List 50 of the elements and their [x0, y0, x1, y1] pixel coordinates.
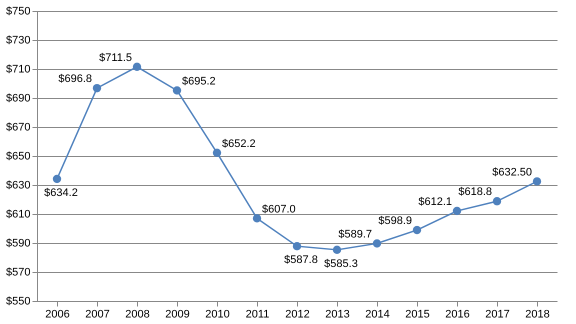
- x-tick-label: 2018: [525, 308, 550, 320]
- point: [372, 239, 382, 248]
- point: [292, 242, 302, 250]
- x-tick-label: 2007: [85, 308, 110, 320]
- point: [212, 148, 222, 157]
- y-tick-label: $750: [6, 6, 30, 18]
- data-label: $711.5: [99, 52, 132, 64]
- point: [52, 174, 62, 184]
- x-tick-label: 2016: [445, 308, 470, 320]
- data-label: $634.2: [44, 186, 78, 199]
- x-tick-label: 2006: [45, 308, 70, 320]
- x-tick-label: 2008: [125, 308, 150, 320]
- point: [532, 177, 542, 186]
- x-tick-label: 2010: [205, 308, 230, 320]
- point: [492, 197, 502, 206]
- data-label: $696.8: [58, 73, 92, 86]
- x-tick-label: 2009: [165, 308, 190, 320]
- y-tick-label: $650: [6, 150, 30, 162]
- y-tick-label: $730: [6, 34, 30, 46]
- y-tick-label: $690: [6, 92, 30, 104]
- data-label: $612.1: [418, 196, 452, 208]
- point: [252, 214, 262, 223]
- y-tick-label: $670: [6, 122, 30, 134]
- x-tick-label: 2011: [246, 308, 270, 320]
- point: [132, 62, 142, 71]
- data-label: $598.9: [378, 215, 412, 228]
- y-tick-label: $590: [6, 238, 30, 250]
- y-tick-label: $710: [6, 64, 30, 76]
- data-label: $632.50: [492, 166, 532, 178]
- data-label: $652.2: [222, 138, 256, 150]
- data-label: $587.8: [284, 254, 318, 266]
- x-tick-label: 2017: [485, 308, 510, 320]
- x-tick-label: 2015: [405, 308, 430, 320]
- data-label: $695.2: [182, 75, 216, 88]
- y-tick-label: $550: [6, 296, 30, 308]
- point: [452, 206, 462, 216]
- x-tick-label: 2014: [365, 308, 390, 320]
- x-tick-label: 2012: [285, 308, 310, 320]
- x-tick-label: 2013: [325, 308, 350, 320]
- data-label: $589.7: [338, 228, 372, 240]
- data-label: $585.3: [324, 258, 358, 270]
- point: [412, 226, 422, 234]
- point: [172, 86, 182, 95]
- point: [92, 84, 102, 92]
- y-tick-label: $570: [6, 266, 30, 278]
- y-tick-label: $610: [6, 208, 30, 220]
- data-label: $618.8: [458, 186, 492, 198]
- data-label: $607.0: [262, 203, 296, 216]
- y-tick-label: $630: [6, 180, 30, 192]
- point: [332, 246, 342, 254]
